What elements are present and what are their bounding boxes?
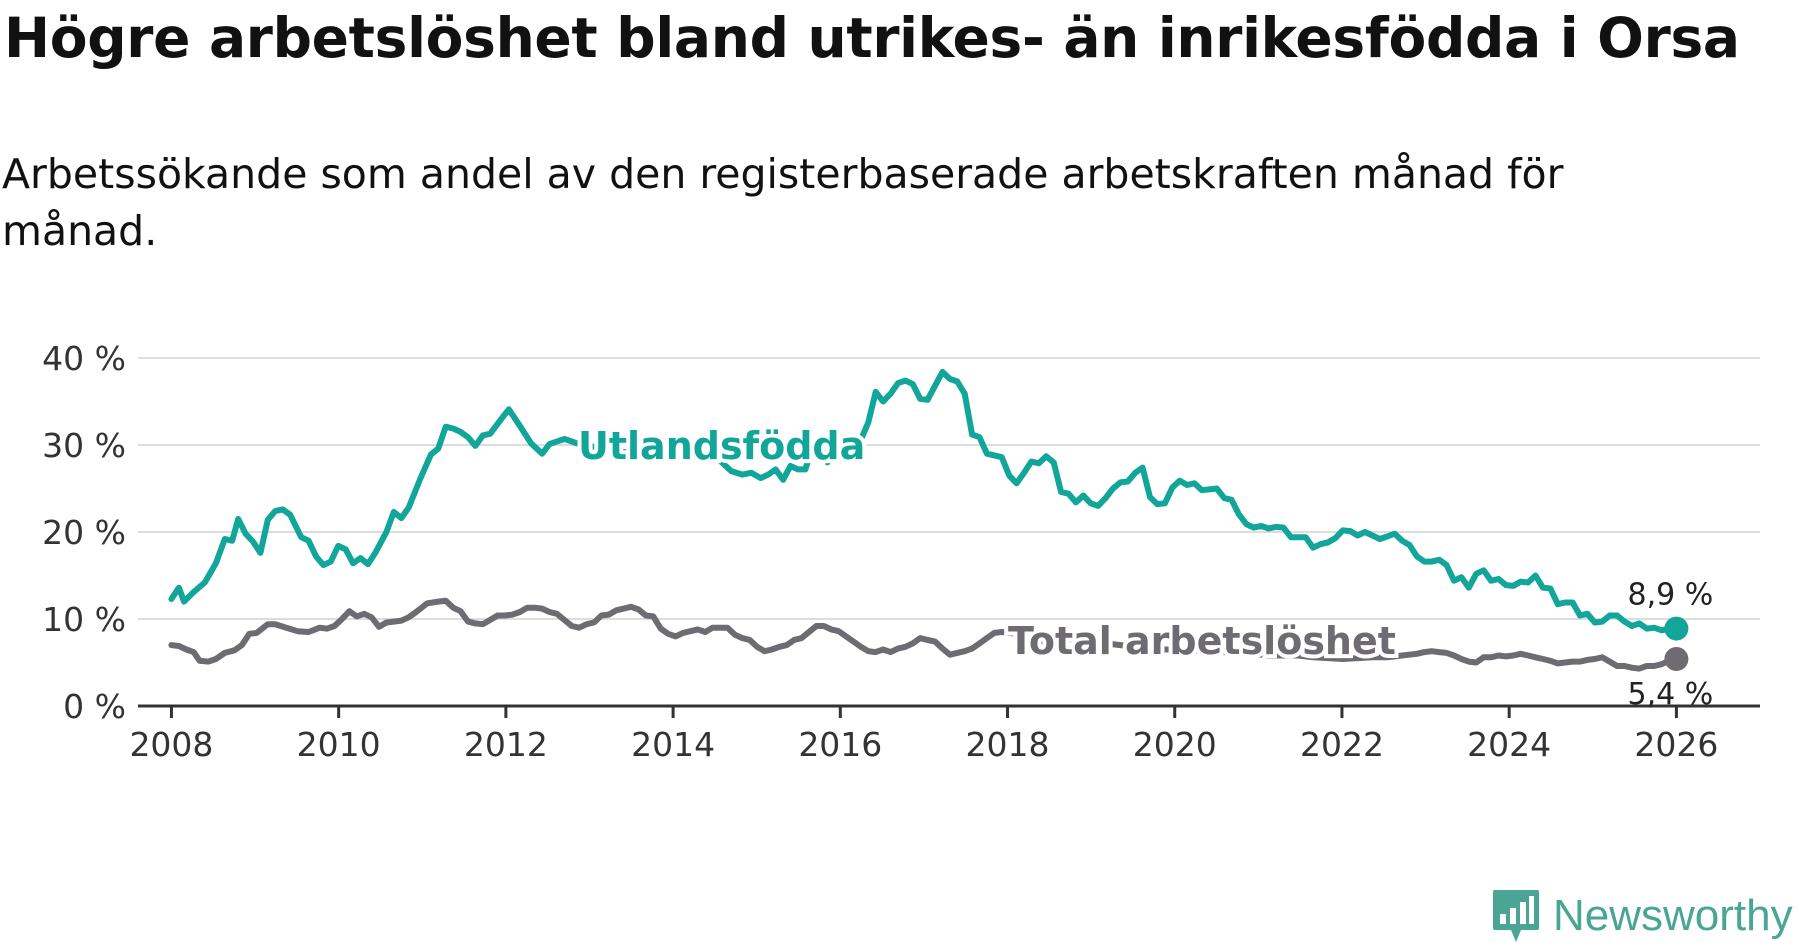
end-point-total (1664, 647, 1689, 672)
x-tick-label: 2018 (966, 725, 1050, 764)
grid-lines (138, 357, 1760, 708)
x-tick-label: 2014 (631, 725, 715, 764)
series-line-total (168, 597, 1680, 672)
chart-subtitle: Arbetssökande som andel av den registerb… (2, 150, 1564, 255)
x-tick-label: 2016 (798, 725, 882, 764)
series-label-total: Total arbetslöshet (1008, 619, 1396, 663)
x-tick-label: 2020 (1133, 725, 1217, 764)
brand-name: Newsworthy (1553, 891, 1793, 940)
series-lines (168, 368, 1689, 672)
y-tick-label: 0 % (63, 687, 126, 726)
y-tick-label: 30 % (42, 426, 126, 465)
newsworthy-logo: Newsworthy (1491, 888, 1793, 944)
end-value-utlandsfodda: 8,9 % (1628, 578, 1714, 613)
bar-chart-logo-icon (1493, 890, 1539, 942)
x-tick-label: 2022 (1300, 725, 1384, 764)
y-tick-label: 10 % (42, 600, 126, 639)
y-tick-label: 20 % (42, 513, 126, 552)
end-value-total: 5,4 % (1628, 677, 1714, 712)
x-axis-ticks: 2008 2010 2012 2014 2016 2018 2020 2022 2024 2026 (129, 706, 1718, 764)
x-tick-label: 2008 (129, 725, 213, 764)
series-labels: Utlandsfödda Total arbetslöshet 8,9 % 5,4 % (574, 420, 1714, 712)
x-tick-label: 2026 (1634, 725, 1718, 764)
series-label-utlandsfodda: Utlandsfödda (578, 424, 865, 468)
x-tick-label: 2024 (1467, 725, 1551, 764)
x-tick-label: 2010 (297, 725, 381, 764)
x-tick-label: 2012 (464, 725, 548, 764)
chart-title: Högre arbetslöshet bland utrikes- än inr… (4, 6, 1740, 70)
end-point-utlandsfodda (1664, 616, 1689, 641)
y-tick-label: 40 % (42, 339, 126, 378)
series-line-utlandsfodda (168, 368, 1680, 634)
y-axis-ticks: 0 % 10 % 20 % 30 % 40 % (42, 339, 126, 726)
